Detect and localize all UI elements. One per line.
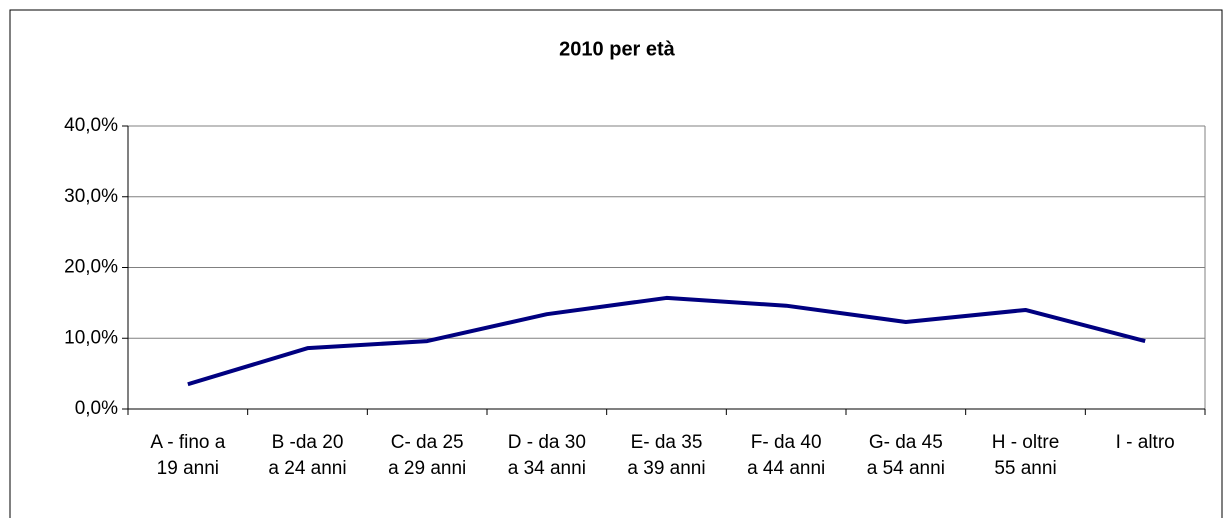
x-tick-label: F- da 40 a 44 anni bbox=[747, 432, 826, 479]
x-tick-label: I - altro bbox=[1115, 432, 1175, 453]
x-tick-label: A - fino a 19 anni bbox=[150, 432, 226, 479]
x-tick-label: B -da 20 a 24 anni bbox=[268, 432, 347, 479]
y-tick-label: 20,0% bbox=[64, 257, 118, 278]
chart-frame bbox=[9, 9, 1223, 518]
x-tick-label: C- da 25 a 29 anni bbox=[388, 432, 467, 479]
x-tick-label: H - oltre 55 anni bbox=[991, 432, 1060, 479]
x-tick-label: G- da 45 a 54 anni bbox=[866, 432, 945, 479]
y-tick-label: 30,0% bbox=[64, 186, 118, 207]
y-tick-label: 10,0% bbox=[64, 327, 118, 348]
x-tick-label: D - da 30 a 34 anni bbox=[507, 432, 586, 479]
line-series bbox=[187, 295, 1146, 387]
y-tick-label: 0,0% bbox=[75, 398, 118, 419]
chart-title: 2010 per età bbox=[559, 38, 676, 60]
y-tick-label: 40,0% bbox=[64, 115, 118, 136]
x-tick-label: E- da 35 a 39 anni bbox=[627, 432, 706, 479]
